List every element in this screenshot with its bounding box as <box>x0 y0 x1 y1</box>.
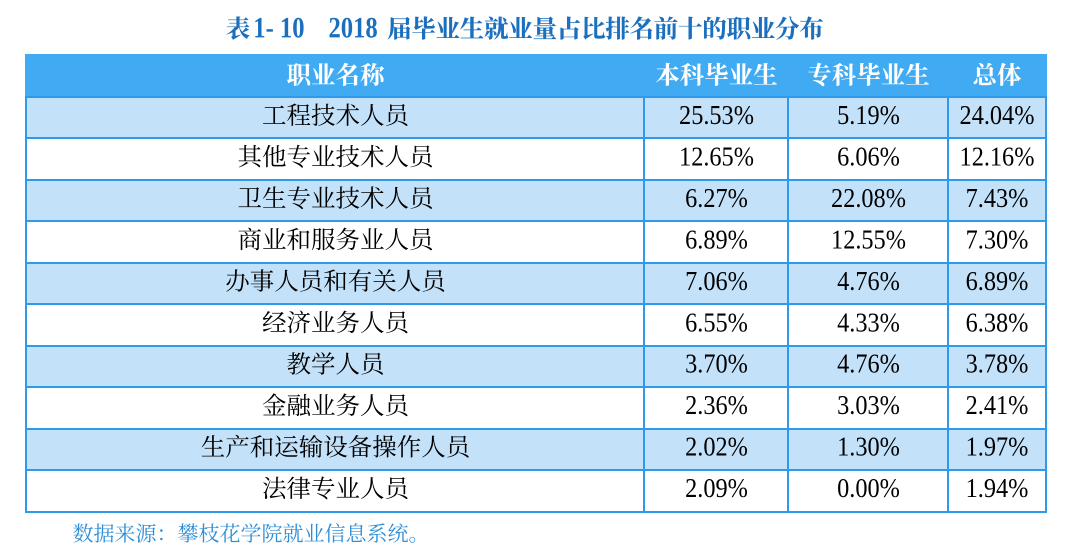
svg-text:4.76%: 4.76% <box>837 349 900 379</box>
svg-text:7.43%: 7.43% <box>966 183 1029 213</box>
svg-text:6.27%: 6.27% <box>685 183 748 213</box>
svg-text:6.89%: 6.89% <box>966 266 1029 296</box>
svg-text:3.70%: 3.70% <box>685 349 748 379</box>
svg-text:5.19%: 5.19% <box>837 100 900 130</box>
svg-text:6.38%: 6.38% <box>966 307 1029 337</box>
svg-text:4.76%: 4.76% <box>837 266 900 296</box>
svg-text:2.41%: 2.41% <box>966 390 1029 420</box>
svg-text:2.09%: 2.09% <box>685 473 748 503</box>
svg-text:1.30%: 1.30% <box>837 431 900 461</box>
svg-text:6.55%: 6.55% <box>685 307 748 337</box>
svg-text:3.78%: 3.78% <box>966 349 1029 379</box>
svg-text:2.02%: 2.02% <box>685 431 748 461</box>
svg-text:0.00%: 0.00% <box>837 473 900 503</box>
svg-text:1.97%: 1.97% <box>966 431 1029 461</box>
svg-text:7.06%: 7.06% <box>685 266 748 296</box>
svg-text:6.89%: 6.89% <box>685 224 748 254</box>
svg-text:25.53%: 25.53% <box>679 100 754 130</box>
svg-text:3.03%: 3.03% <box>837 390 900 420</box>
svg-text:6.06%: 6.06% <box>837 141 900 171</box>
svg-text:12.55%: 12.55% <box>831 224 906 254</box>
svg-text:12.65%: 12.65% <box>679 141 754 171</box>
svg-text:7.30%: 7.30% <box>966 224 1029 254</box>
svg-text:22.08%: 22.08% <box>831 183 906 213</box>
svg-text:24.04%: 24.04% <box>960 100 1035 130</box>
svg-text:2.36%: 2.36% <box>685 390 748 420</box>
svg-text:1.94%: 1.94% <box>966 473 1029 503</box>
svg-text:12.16%: 12.16% <box>960 141 1035 171</box>
svg-text:4.33%: 4.33% <box>837 307 900 337</box>
